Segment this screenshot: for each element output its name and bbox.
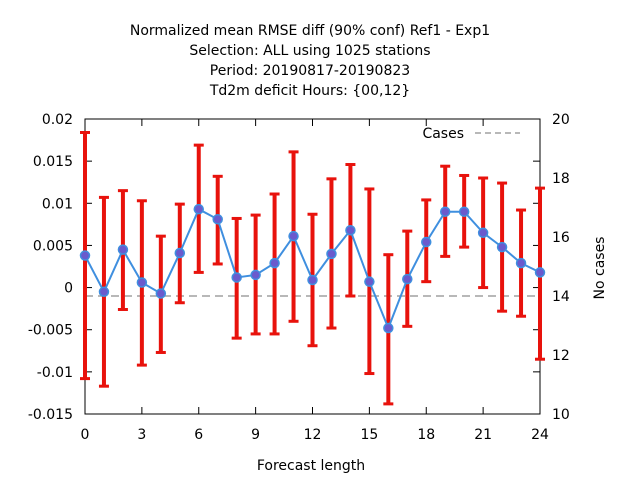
data-point: [231, 272, 242, 283]
title-line-2: Selection: ALL using 1025 stations: [189, 43, 430, 59]
data-point: [515, 257, 527, 269]
x-tick-label: 24: [531, 427, 549, 443]
data-point: [326, 248, 337, 260]
x-tick-label: 3: [137, 427, 146, 443]
chart-title: Normalized mean RMSE diff (90% conf) Ref…: [130, 23, 490, 99]
data-point: [250, 269, 261, 281]
y2-tick-label: 10: [552, 407, 570, 423]
data-point: [383, 322, 394, 334]
x-tick-label: 0: [81, 427, 90, 443]
error-bars: [80, 130, 545, 406]
data-point: [364, 276, 375, 287]
data-point: [155, 288, 167, 299]
legend-cases-label: Cases: [422, 126, 464, 142]
data-point: [421, 236, 432, 248]
x-tick-label: 12: [304, 427, 322, 443]
x-axis-label: Forecast length: [257, 458, 365, 474]
y-tick-label: 0: [64, 281, 73, 297]
data-point: [345, 225, 356, 236]
data-point: [98, 286, 110, 298]
y-tick-label: -0.005: [28, 323, 73, 339]
y2-tick-label: 14: [552, 289, 570, 305]
x-tick-label: 6: [194, 427, 203, 443]
y2-axis: 10 12 14 16 18 20: [552, 112, 570, 423]
y2-tick-label: 18: [552, 171, 570, 187]
data-point: [117, 244, 129, 255]
title-line-3: Period: 20190817-20190823: [210, 63, 410, 79]
x-tick-label: 9: [251, 427, 260, 443]
data-point: [136, 277, 148, 288]
y2-tick-label: 20: [552, 112, 570, 128]
data-point: [212, 214, 223, 225]
y-tick-label: 0.02: [42, 112, 73, 128]
y-tick-label: -0.01: [37, 365, 73, 381]
title-line-1: Normalized mean RMSE diff (90% conf) Ref…: [130, 23, 490, 39]
data-point: [402, 273, 413, 285]
x-tick-label: 21: [474, 427, 492, 443]
data-point: [439, 206, 451, 217]
data-point: [496, 241, 508, 253]
data-point: [269, 257, 280, 269]
y-tick-label: 0.015: [33, 154, 73, 170]
data-points: [79, 203, 546, 334]
data-point: [534, 267, 546, 278]
x-tick-label: 18: [417, 427, 435, 443]
data-point: [458, 206, 470, 217]
x-tick-label: 15: [360, 427, 378, 443]
data-point: [288, 230, 299, 242]
y-tick-label: 0.01: [42, 196, 73, 212]
data-point: [477, 227, 489, 239]
y2-tick-label: 12: [552, 348, 570, 364]
y2-tick-label: 16: [552, 230, 570, 246]
legend: Cases: [422, 126, 520, 142]
title-line-4: Td2m deficit Hours: {00,12}: [209, 83, 410, 99]
y-tick-label: -0.015: [28, 407, 73, 423]
data-point: [193, 203, 204, 215]
y2-axis-label: No cases: [592, 237, 608, 300]
x-axis: 0 3 6 9 12 15 18 21 24: [81, 119, 549, 443]
data-point: [174, 247, 186, 259]
data-point: [307, 274, 318, 286]
y-tick-label: 0.005: [33, 238, 73, 254]
data-point: [79, 250, 91, 261]
